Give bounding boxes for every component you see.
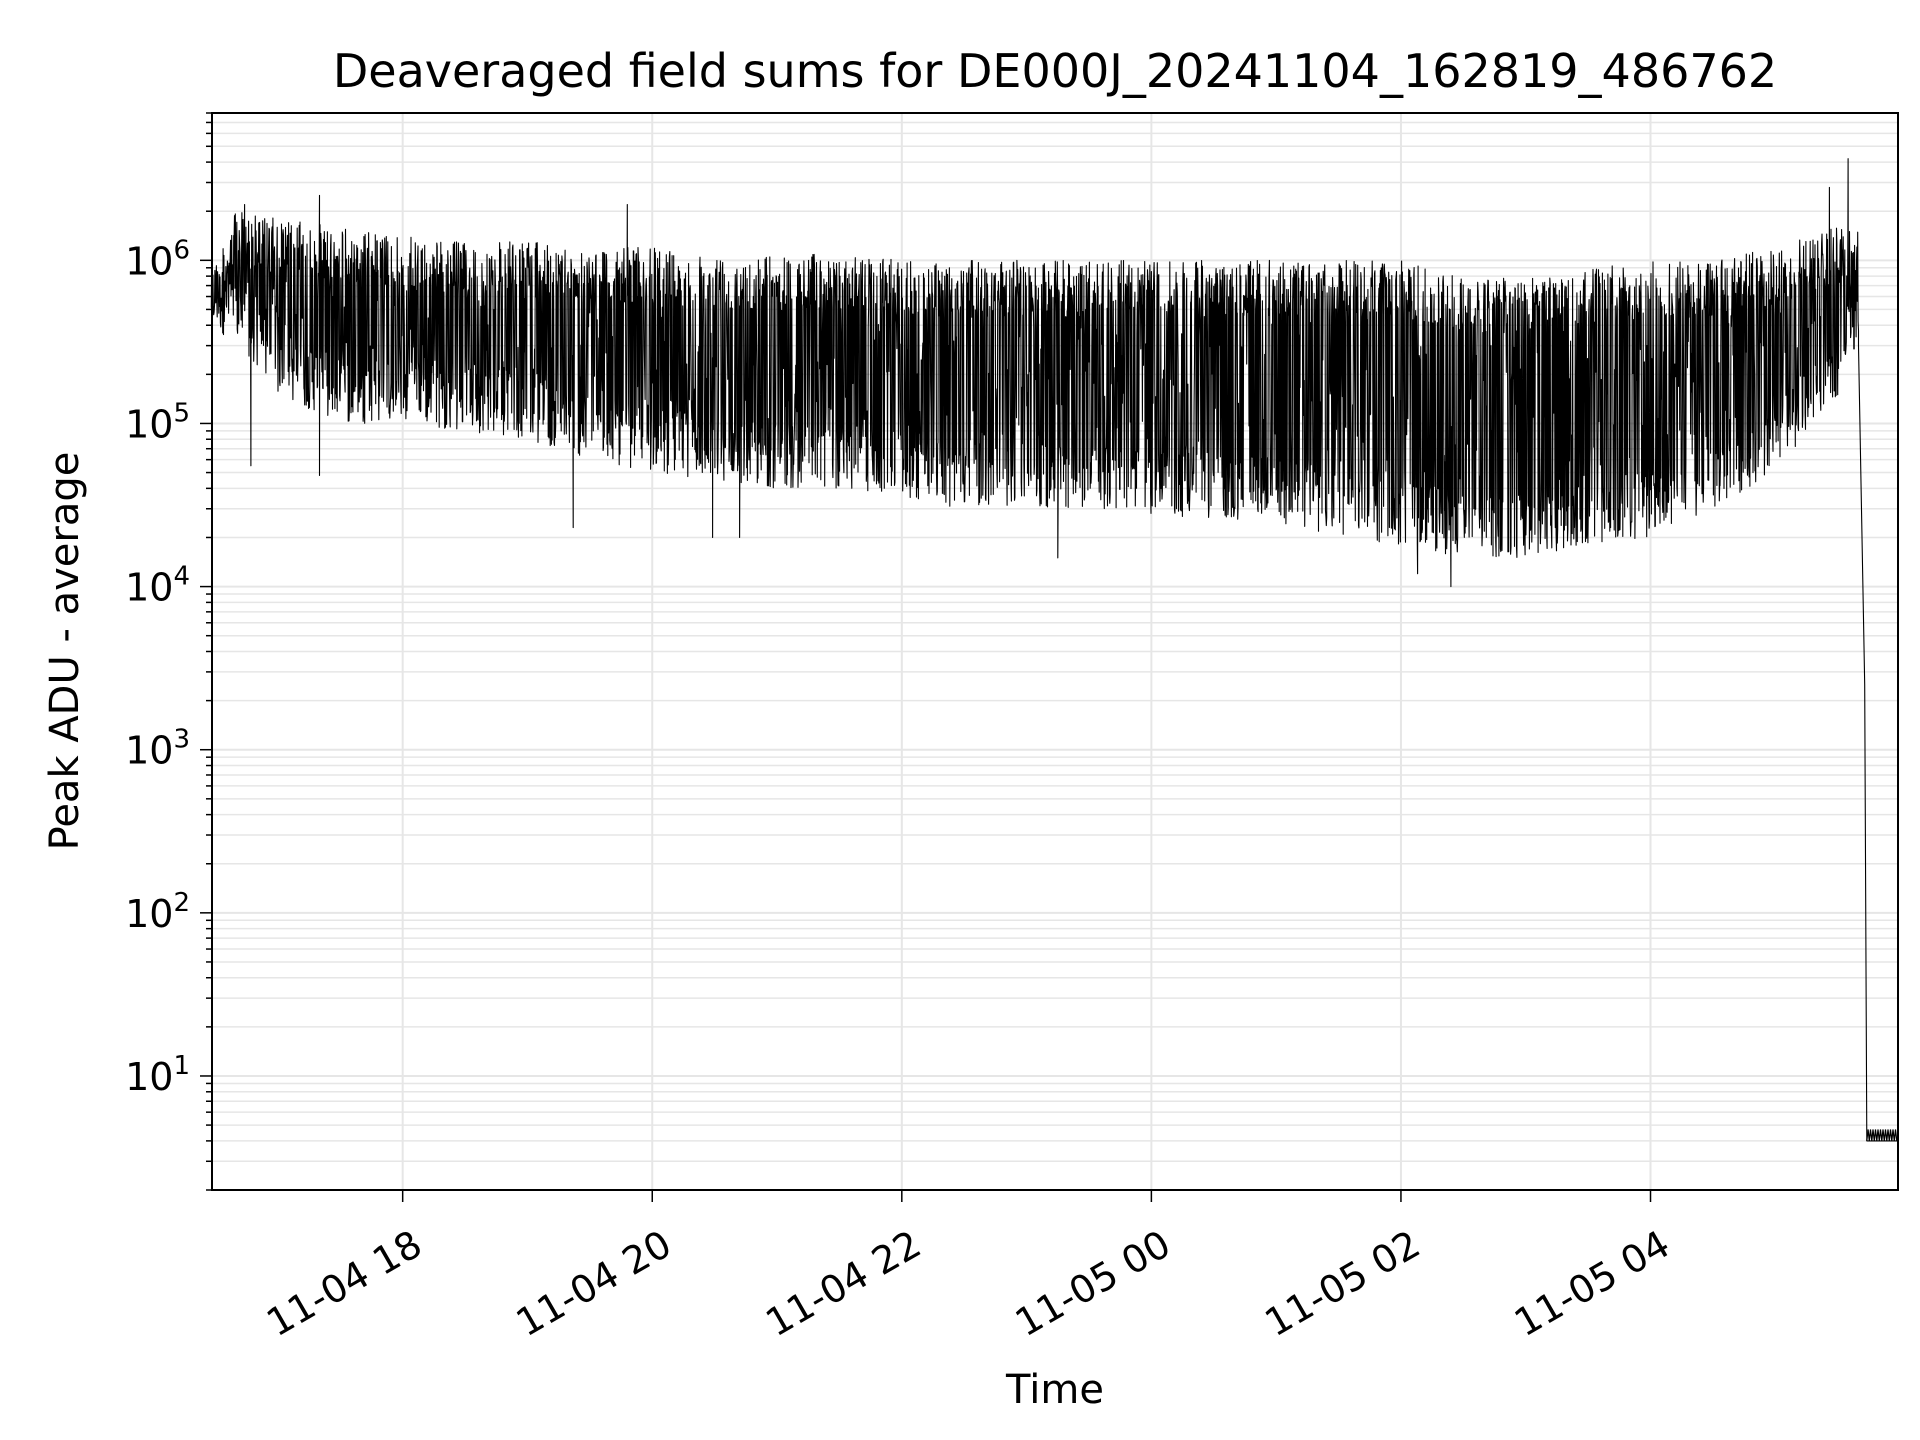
series-tail [1866,1129,1898,1141]
x-tick-label: 11-05 02 [1257,1222,1427,1346]
series-line [210,158,1898,1142]
y-tick-label: 104 [125,562,190,610]
y-tick-label: 105 [125,398,190,446]
x-tick-label: 11-05 04 [1507,1222,1677,1346]
x-tick-label: 11-05 00 [1008,1222,1178,1346]
x-tick-label: 11-04 18 [259,1222,429,1346]
y-tick-label: 102 [125,888,190,936]
y-axis-label: Peak ADU - average [42,452,88,851]
y-tick-label: 101 [125,1051,190,1099]
data-series [210,158,1898,1142]
x-tick-label: 11-04 20 [509,1222,679,1346]
x-tick-label: 11-04 22 [758,1222,928,1346]
y-tick-label: 106 [125,235,190,283]
chart-title: Deaveraged field sums for DE000J_2024110… [333,44,1777,98]
y-tick-label: 103 [125,725,190,773]
x-axis-label: Time [1005,1367,1104,1413]
